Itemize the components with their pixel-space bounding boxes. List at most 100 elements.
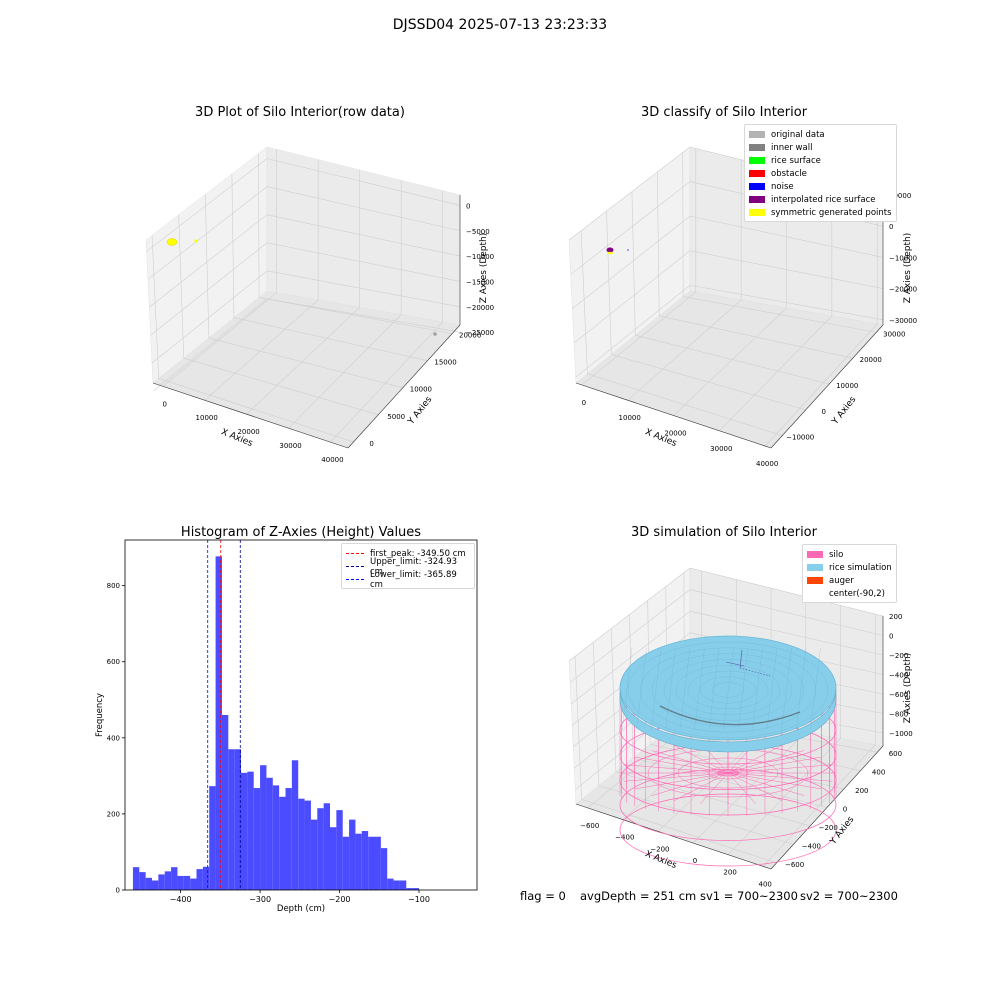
y-gridline	[632, 757, 828, 808]
z-gridline	[147, 186, 268, 280]
y-tick-label: 20000	[459, 332, 481, 340]
back-left-pane	[568, 567, 691, 805]
histogram-bar	[355, 833, 362, 890]
yellow-point-cluster	[166, 238, 178, 246]
histogram-bar	[266, 777, 273, 890]
histogram-bar	[272, 785, 280, 890]
z-gridline	[689, 610, 884, 656]
legend-swatch	[749, 157, 765, 164]
z-tick-label: −15000	[466, 278, 494, 286]
legend-entry: first_peak: -349.50 cm	[346, 547, 470, 560]
x-gridline	[204, 299, 319, 401]
y-tick-label: 15000	[434, 359, 456, 367]
silo-floor-spoke	[727, 772, 757, 805]
legend-entry: noise	[749, 180, 892, 193]
histogram-bar	[368, 836, 375, 890]
auger-line	[739, 667, 771, 677]
legend-label: rice surface	[771, 155, 821, 166]
z-gridline	[689, 215, 884, 258]
legend-swatch	[749, 209, 765, 216]
y-gridline	[231, 173, 235, 318]
y-gridline	[606, 211, 612, 355]
y-gridline	[629, 614, 634, 759]
x-gridline	[673, 307, 787, 416]
rice-mesh-line	[737, 647, 749, 731]
histogram-bar	[298, 798, 305, 890]
y-tick-label: 0	[843, 806, 847, 814]
legend-label: inner wall	[771, 142, 813, 153]
legend-entry: rice surface	[749, 154, 892, 167]
x-axis-line	[575, 803, 772, 870]
y-gridline	[684, 716, 878, 753]
y-tick-label: 0	[116, 887, 120, 895]
z-gridline	[568, 567, 691, 662]
legend-entry: center(-90,2)	[807, 587, 892, 600]
z-axis-label: Z Axies (Depth)	[903, 653, 913, 724]
back-right-pane	[266, 146, 461, 326]
y-tick-label: 5000	[387, 413, 405, 421]
histogram-bar	[234, 749, 242, 890]
y-gridline	[611, 354, 806, 411]
rice-mesh-ring	[651, 653, 805, 727]
legend-swatch	[807, 577, 823, 584]
rice-mesh-ring	[675, 665, 781, 715]
x-tick-label: 40000	[321, 456, 343, 464]
y-tick-label: −10000	[786, 434, 814, 442]
plot-frame	[124, 539, 478, 891]
z-tick-label: −20000	[889, 286, 917, 294]
chart-title: 3D classify of Silo Interior	[641, 105, 808, 120]
silo-floor-ring	[677, 757, 779, 789]
silo-ring	[619, 793, 837, 867]
z-tick-label: −1000	[889, 730, 913, 738]
rice-mesh-ring	[627, 641, 829, 739]
z-tick-label: −800	[889, 711, 908, 719]
silo-ring	[619, 720, 837, 790]
histogram-bar	[374, 836, 381, 890]
y-tick-label: 600	[107, 658, 120, 666]
simulation-legend: silo rice simulation auger center(-90,2)	[802, 544, 897, 603]
histogram-bar	[139, 872, 146, 890]
histogram-bar	[285, 788, 292, 890]
x-gridline	[288, 314, 402, 429]
histogram-bar	[279, 796, 286, 890]
histogram-bar	[260, 765, 267, 890]
y-axis-label: Y Axies	[406, 395, 435, 428]
legend-swatch	[749, 131, 765, 138]
histogram-bar	[183, 875, 191, 890]
histogram-bar	[342, 836, 350, 890]
rice-mesh-line	[723, 647, 734, 731]
floor-pane	[575, 711, 884, 870]
yellow-point-cluster	[607, 251, 613, 255]
silo-floor-spoke	[699, 772, 729, 805]
silo-floor-spoke	[651, 750, 729, 774]
x-gridline	[162, 292, 277, 387]
rice-mesh-ring	[711, 682, 745, 698]
rice-mesh-line	[795, 647, 807, 731]
y-axis-label: Frequency	[95, 693, 105, 737]
z-gridline	[689, 654, 884, 695]
x-tick-label: −600	[580, 822, 599, 830]
legend-entry: auger	[807, 574, 892, 587]
legend-swatch	[346, 579, 364, 580]
z-tick-label: 0	[466, 202, 470, 210]
y-axis-label: Y Axies	[830, 395, 859, 428]
x-gridline	[692, 732, 807, 844]
rice-mesh-line	[708, 647, 720, 731]
rice-surface-edge	[619, 689, 837, 753]
y-gridline	[580, 230, 588, 374]
histogram-bar	[317, 808, 324, 890]
legend-entry: Upper_limit: -324.93 cm	[346, 557, 470, 577]
legend-entry: symmetric generated points	[749, 206, 892, 219]
y-gridline	[158, 378, 354, 443]
rice-mesh-line	[694, 647, 705, 731]
y-tick-label: 600	[889, 750, 902, 758]
z-gridline	[573, 654, 691, 748]
histogram-bar	[247, 771, 254, 890]
silo-floor-spoke	[673, 772, 729, 801]
y-gridline	[151, 235, 159, 379]
rice-mesh-ring	[639, 647, 817, 733]
z-gridline	[574, 675, 691, 769]
silo-floor-spoke	[727, 772, 833, 782]
rice-mesh-line	[781, 647, 792, 731]
histogram-bar	[399, 880, 407, 890]
